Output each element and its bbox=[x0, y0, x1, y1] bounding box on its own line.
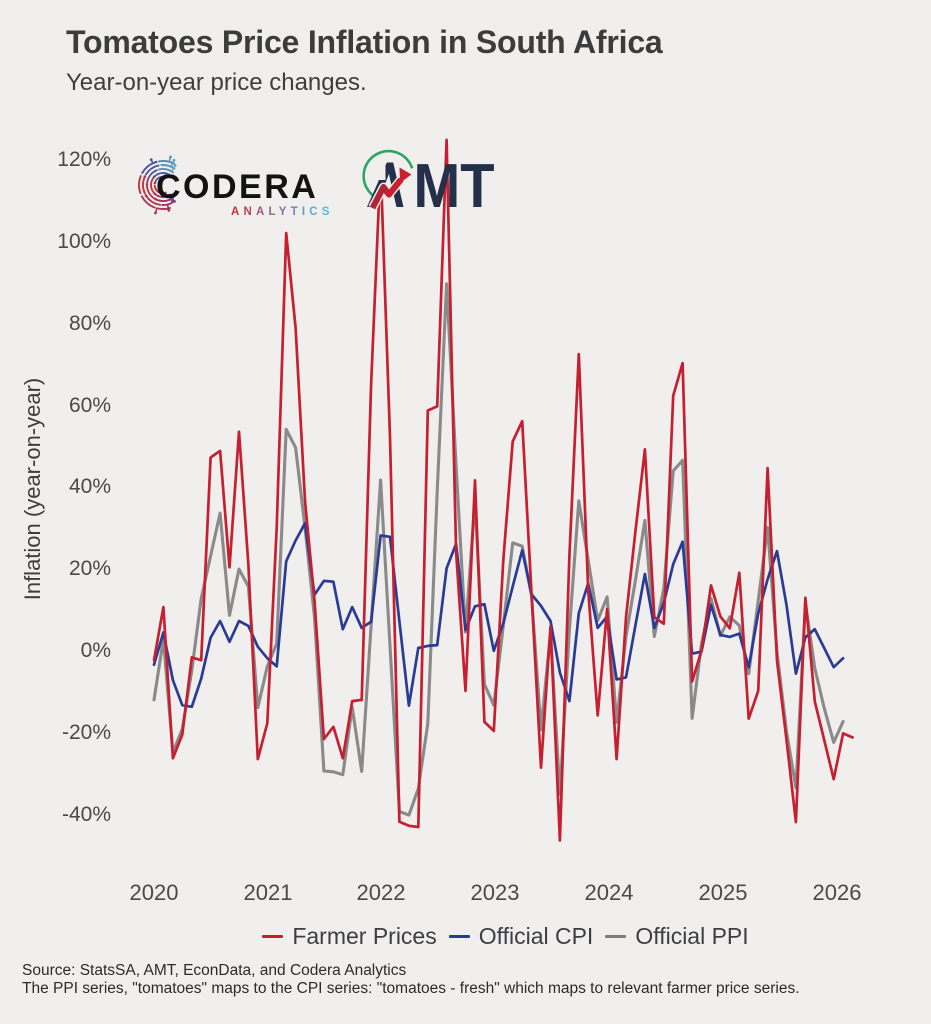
svg-text:MT: MT bbox=[414, 152, 495, 215]
